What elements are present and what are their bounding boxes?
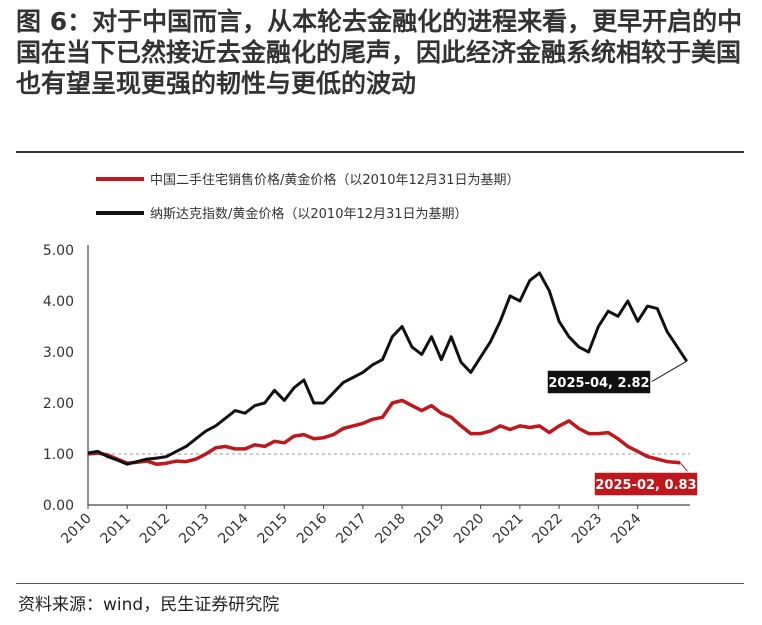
x-tick-label: 2011 bbox=[98, 511, 135, 548]
x-tick-label: 2024 bbox=[608, 510, 645, 547]
x-tick-label: 2017 bbox=[333, 511, 370, 548]
y-tick-label: 0.00 bbox=[43, 498, 74, 514]
x-tick-label: 2018 bbox=[372, 511, 409, 548]
y-tick-label: 4.00 bbox=[43, 294, 74, 310]
china-callout-label: 2025-02, 0.83 bbox=[595, 478, 696, 493]
x-tick-label: 2015 bbox=[255, 511, 292, 548]
nasdaq-callout-leader bbox=[650, 360, 687, 383]
chart-title: 图 6：对于中国而言，从本轮去金融化的进程来看，更早开启的中国在当下已然接近去金… bbox=[16, 7, 743, 98]
axes: 0.00 1.00 2.00 3.00 4.00 5.00 2010 2011 2012 2013… bbox=[43, 243, 690, 547]
china-callout-leader bbox=[679, 462, 689, 473]
nasdaq-callout-label: 2025-04, 2.82 bbox=[548, 376, 649, 391]
y-tick-label: 1.00 bbox=[43, 447, 74, 463]
nasdaq-gold-line bbox=[87, 271, 688, 466]
title-divider bbox=[16, 151, 744, 153]
legend-label-china: 中国二手住宅销售价格/黄金价格（以2010年12月31日为基期） bbox=[150, 172, 520, 188]
x-tick-label: 2013 bbox=[176, 511, 213, 548]
legend: 中国二手住宅销售价格/黄金价格（以2010年12月31日为基期） 纳斯达克指数/… bbox=[96, 172, 520, 222]
china-housing-gold-line bbox=[87, 398, 681, 466]
x-tick-label: 2023 bbox=[569, 511, 606, 548]
nasdaq-callout-box bbox=[546, 369, 652, 395]
footer-divider bbox=[16, 583, 744, 584]
y-tick-label: 5.00 bbox=[43, 243, 74, 259]
line-chart: 中国二手住宅销售价格/黄金价格（以2010年12月31日为基期） 纳斯达克指数/… bbox=[43, 172, 699, 547]
y-tick-label: 2.00 bbox=[43, 396, 74, 412]
x-tick-label: 2021 bbox=[490, 511, 527, 548]
source-note: 资料来源：wind，民生证券研究院 bbox=[18, 595, 280, 615]
x-tick-label: 2014 bbox=[215, 510, 252, 547]
x-tick-label: 2019 bbox=[412, 511, 449, 548]
x-tick-label: 2012 bbox=[137, 511, 174, 548]
x-tick-label: 2016 bbox=[294, 510, 331, 547]
series-layer bbox=[87, 271, 688, 466]
china-callout-box bbox=[593, 471, 699, 497]
x-tick-label: 2020 bbox=[451, 511, 488, 548]
callouts: 2025-04, 2.82 2025-02, 0.83 bbox=[546, 360, 699, 497]
x-tick-label: 2022 bbox=[529, 511, 566, 548]
x-tick-label: 2010 bbox=[58, 511, 95, 548]
legend-label-nasdaq: 纳斯达克指数/黄金价格（以2010年12月31日为基期） bbox=[150, 206, 468, 222]
y-tick-label: 3.00 bbox=[43, 345, 74, 361]
